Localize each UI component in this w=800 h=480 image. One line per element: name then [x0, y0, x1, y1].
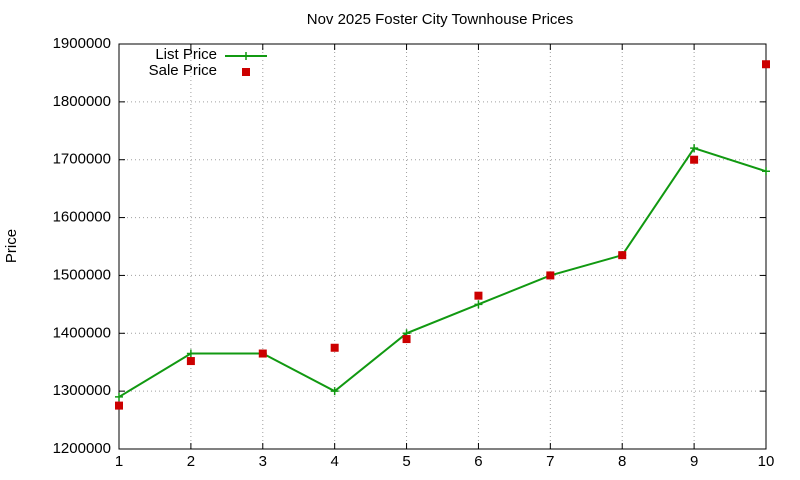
x-tick-label: 8 [618, 453, 626, 470]
y-tick-label: 1400000 [53, 324, 111, 341]
x-tick-label: 1 [115, 453, 123, 470]
plot-border [118, 43, 767, 450]
point [762, 60, 770, 69]
point [690, 144, 699, 153]
point [546, 271, 555, 280]
point [115, 401, 123, 410]
point [474, 291, 483, 300]
y-tick-label: 1300000 [53, 382, 111, 399]
point [474, 300, 483, 309]
x-tick-label: 2 [187, 453, 195, 470]
point [242, 68, 250, 76]
point [618, 251, 627, 260]
point [258, 349, 267, 358]
point [762, 167, 770, 176]
y-tick-label: 1900000 [53, 35, 111, 52]
legend-label: List Price [155, 46, 217, 63]
point [690, 155, 699, 164]
y-tick-label: 1700000 [53, 151, 111, 168]
chart-title: Nov 2025 Foster City Townhouse Prices [307, 11, 574, 28]
point [242, 52, 250, 60]
x-tick-label: 4 [330, 453, 338, 470]
point [330, 387, 339, 396]
x-tick-label: 7 [546, 453, 554, 470]
point [115, 392, 123, 401]
legend-label: Sale Price [149, 62, 217, 79]
y-tick-label: 1600000 [53, 209, 111, 226]
point [186, 357, 195, 366]
x-tick-label: 5 [402, 453, 410, 470]
line [118, 146, 767, 398]
y-tick-label: 1800000 [53, 93, 111, 110]
point [402, 335, 411, 344]
y-tick-label: 1200000 [53, 440, 111, 457]
point [186, 349, 195, 358]
x-tick-label: 3 [259, 453, 267, 470]
y-tick-label: 1500000 [53, 266, 111, 283]
y-axis-label: Price [3, 229, 20, 263]
x-tick-label: 10 [758, 453, 775, 470]
point [330, 343, 339, 352]
x-tick-label: 6 [474, 453, 482, 470]
x-tick-label: 9 [690, 453, 698, 470]
